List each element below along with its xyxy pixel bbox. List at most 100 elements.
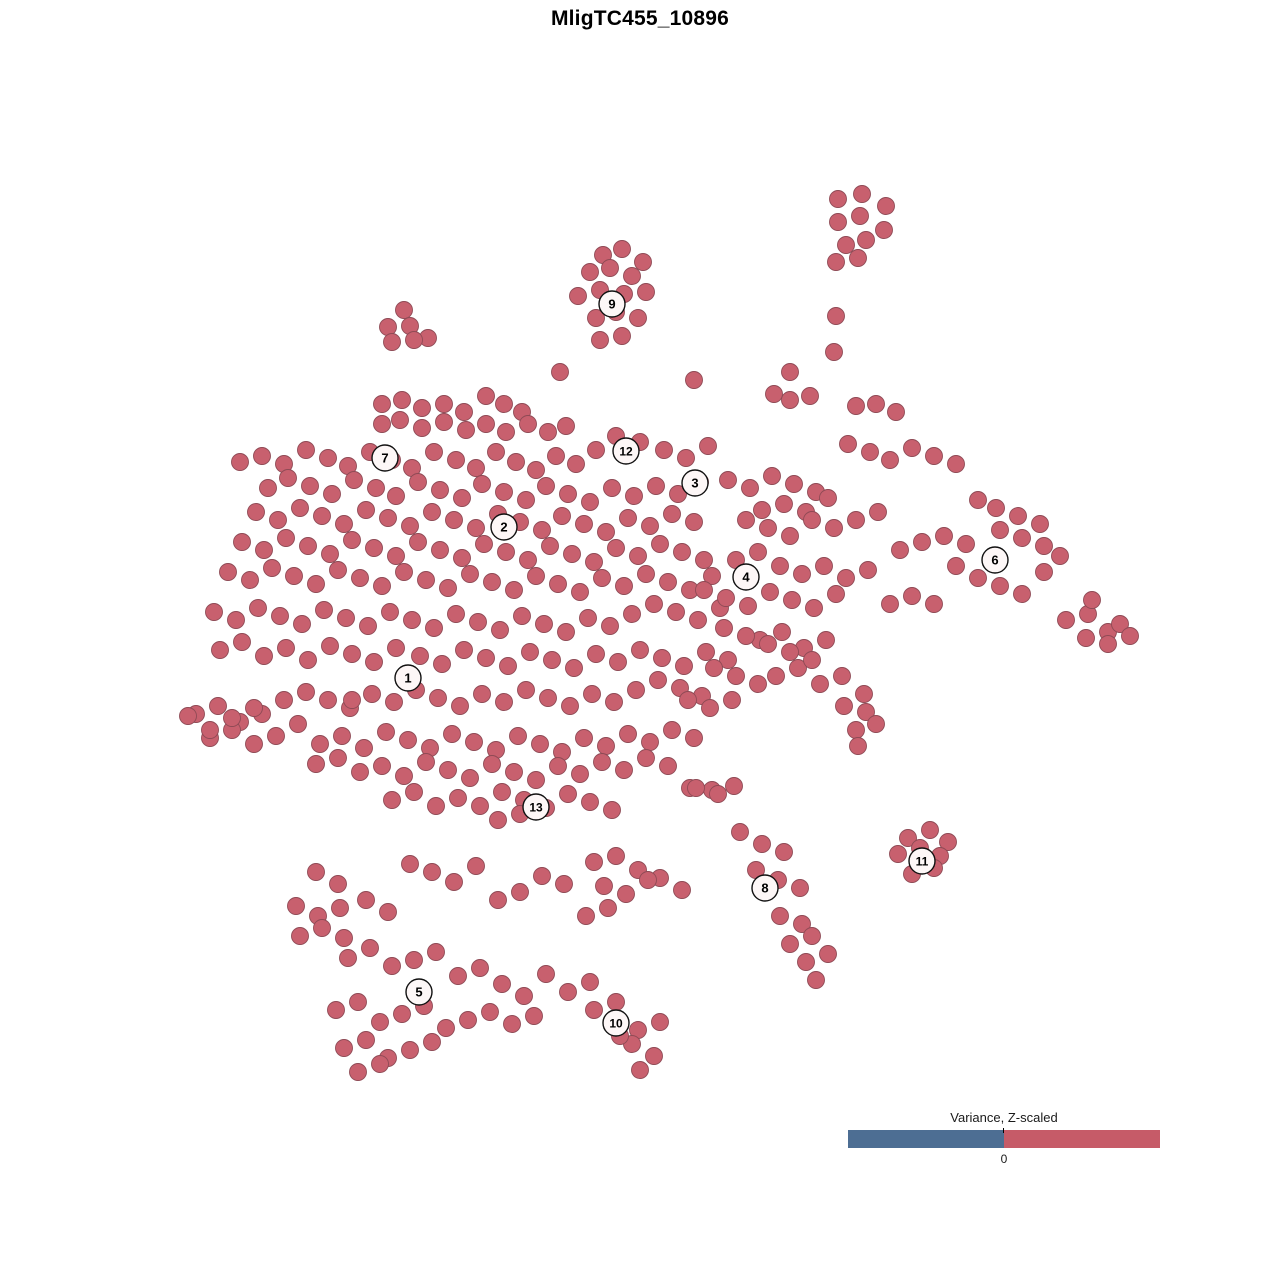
network-node bbox=[829, 190, 847, 208]
network-node bbox=[493, 783, 511, 801]
network-node bbox=[253, 447, 271, 465]
network-node bbox=[483, 573, 501, 591]
network-node bbox=[903, 587, 921, 605]
network-node bbox=[343, 645, 361, 663]
network-node bbox=[425, 443, 443, 461]
network-node bbox=[641, 517, 659, 535]
cluster-label-text: 11 bbox=[916, 855, 929, 869]
network-node bbox=[487, 443, 505, 461]
network-node bbox=[847, 511, 865, 529]
network-node bbox=[773, 623, 791, 641]
network-node bbox=[753, 835, 771, 853]
cluster-label-12[interactable]: 12 bbox=[612, 437, 640, 465]
network-node bbox=[417, 753, 435, 771]
network-node bbox=[377, 723, 395, 741]
network-node bbox=[833, 667, 851, 685]
network-node bbox=[521, 643, 539, 661]
network-node bbox=[737, 627, 755, 645]
network-node bbox=[825, 519, 843, 537]
network-node bbox=[867, 395, 885, 413]
network-node bbox=[409, 533, 427, 551]
network-node bbox=[581, 493, 599, 511]
network-node bbox=[319, 449, 337, 467]
network-node bbox=[587, 645, 605, 663]
network-node bbox=[991, 521, 1009, 539]
network-node bbox=[401, 517, 419, 535]
network-node bbox=[595, 877, 613, 895]
network-node bbox=[383, 957, 401, 975]
network-node bbox=[453, 549, 471, 567]
network-node bbox=[527, 461, 545, 479]
cluster-label-10[interactable]: 10 bbox=[602, 1009, 630, 1037]
network-node bbox=[593, 569, 611, 587]
network-node bbox=[395, 301, 413, 319]
network-node bbox=[233, 533, 251, 551]
network-node bbox=[569, 287, 587, 305]
cluster-label-2[interactable]: 2 bbox=[490, 513, 518, 541]
network-node bbox=[673, 881, 691, 899]
cluster-label-8[interactable]: 8 bbox=[751, 874, 779, 902]
cluster-label-7[interactable]: 7 bbox=[371, 444, 399, 472]
network-node bbox=[249, 599, 267, 617]
cluster-label-13[interactable]: 13 bbox=[522, 793, 550, 821]
network-node bbox=[477, 649, 495, 667]
network-node bbox=[355, 739, 373, 757]
network-node bbox=[505, 581, 523, 599]
network-node bbox=[231, 453, 249, 471]
cluster-label-3[interactable]: 3 bbox=[681, 469, 709, 497]
network-node bbox=[285, 567, 303, 585]
network-node bbox=[801, 387, 819, 405]
cluster-label-text: 12 bbox=[619, 445, 633, 459]
network-node bbox=[827, 253, 845, 271]
network-node bbox=[857, 231, 875, 249]
network-node bbox=[437, 1019, 455, 1037]
network-node bbox=[759, 519, 777, 537]
network-node bbox=[409, 473, 427, 491]
network-node bbox=[367, 479, 385, 497]
network-node bbox=[837, 569, 855, 587]
network-node bbox=[335, 1039, 353, 1057]
network-node bbox=[659, 757, 677, 775]
cluster-label-badge bbox=[371, 444, 399, 472]
cluster-label-11[interactable]: 11 bbox=[908, 847, 936, 875]
network-node bbox=[645, 595, 663, 613]
cluster-label-6[interactable]: 6 bbox=[981, 546, 1009, 574]
network-node bbox=[587, 441, 605, 459]
cluster-label-1[interactable]: 1 bbox=[394, 664, 422, 692]
cluster-label-9[interactable]: 9 bbox=[598, 290, 626, 318]
network-node bbox=[651, 535, 669, 553]
cluster-label-badge bbox=[681, 469, 709, 497]
network-node bbox=[593, 753, 611, 771]
network-node bbox=[835, 697, 853, 715]
network-node bbox=[323, 485, 341, 503]
cluster-label-badge bbox=[598, 290, 626, 318]
network-node bbox=[603, 479, 621, 497]
network-node bbox=[287, 897, 305, 915]
network-node bbox=[1121, 627, 1139, 645]
network-node bbox=[321, 637, 339, 655]
network-node bbox=[359, 617, 377, 635]
network-node bbox=[411, 647, 429, 665]
network-node bbox=[469, 613, 487, 631]
network-node bbox=[765, 385, 783, 403]
network-node bbox=[651, 1013, 669, 1031]
network-node bbox=[571, 765, 589, 783]
cluster-label-5[interactable]: 5 bbox=[405, 978, 433, 1006]
network-node bbox=[617, 885, 635, 903]
network-node bbox=[349, 993, 367, 1011]
network-node bbox=[315, 601, 333, 619]
network-node bbox=[789, 659, 807, 677]
network-node bbox=[781, 935, 799, 953]
network-node bbox=[467, 519, 485, 537]
cluster-label-4[interactable]: 4 bbox=[732, 563, 760, 591]
network-node bbox=[327, 1001, 345, 1019]
network-node bbox=[575, 729, 593, 747]
network-node bbox=[597, 523, 615, 541]
network-node bbox=[301, 477, 319, 495]
network-node bbox=[637, 749, 655, 767]
network-node bbox=[637, 565, 655, 583]
network-node bbox=[329, 749, 347, 767]
network-node bbox=[803, 927, 821, 945]
network-node bbox=[581, 973, 599, 991]
